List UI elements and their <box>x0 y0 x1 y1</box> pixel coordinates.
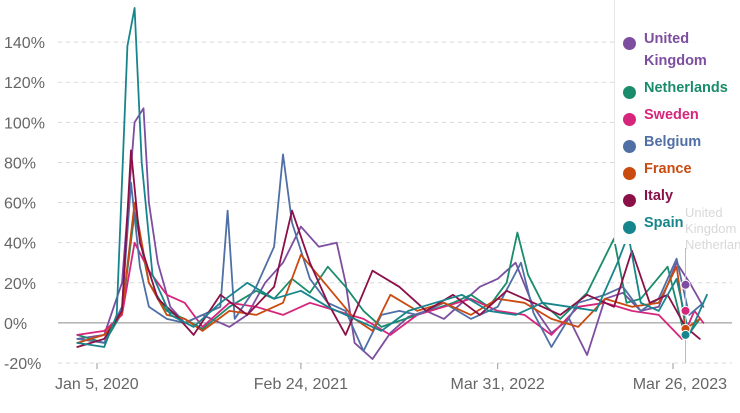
y-tick-label: 40% <box>4 236 36 253</box>
series-layer <box>76 7 708 360</box>
series-line-netherlands <box>76 211 701 344</box>
legend-item-sweden[interactable]: Sweden <box>623 104 740 126</box>
legend-item-italy[interactable]: Italy <box>623 185 740 207</box>
y-tick-label: 100% <box>4 115 45 132</box>
y-tick-label: 0% <box>4 316 27 333</box>
series-line-italy <box>76 149 701 348</box>
y-tick-label: 80% <box>4 155 36 172</box>
legend-dot-icon <box>623 140 636 153</box>
x-tick-label: Mar 31, 2022 <box>451 376 545 393</box>
legend-dot-icon <box>623 194 636 207</box>
x-tick-label: Mar 26, 2023 <box>633 376 727 393</box>
legend-dot-icon <box>623 86 636 99</box>
series-line-france <box>76 201 701 344</box>
legend-label: United Kingdom <box>644 31 707 69</box>
legend-dot-icon <box>623 113 636 126</box>
legend-item-belgium[interactable]: Belgium <box>623 131 740 153</box>
legend-dot-icon <box>623 167 636 180</box>
legend-item-netherlands[interactable]: Netherlands <box>623 77 740 99</box>
y-tick-label: 60% <box>4 196 36 213</box>
legend-item-spain[interactable]: Spain <box>623 212 740 234</box>
legend-dot-icon <box>623 37 636 50</box>
legend-item-france[interactable]: France <box>623 158 740 180</box>
hover-marker-spain <box>680 329 691 340</box>
y-tick-label: 20% <box>4 276 36 293</box>
y-tick-label: -20% <box>4 356 41 373</box>
hover-marker-sweden <box>680 305 691 316</box>
legend-dot-icon <box>623 221 636 234</box>
legend-label: Spain <box>644 215 684 231</box>
legend-label: Belgium <box>644 134 702 150</box>
legend-label: Italy <box>644 188 674 204</box>
marker-layer <box>680 248 691 363</box>
legend-label: Sweden <box>644 107 699 123</box>
legend-label: France <box>644 161 692 177</box>
series-line-sweden <box>76 241 705 340</box>
series-line-united-kingdom <box>76 107 705 360</box>
series-line-belgium <box>76 153 705 352</box>
grid-layer <box>58 41 732 364</box>
legend: United Kingdom Netherlands Sweden Belgium Fr… <box>614 0 740 244</box>
hover-tooltip-label: United Kingdom Netherlands <box>685 205 740 252</box>
hover-marker-united-kingdom <box>680 279 691 290</box>
x-tick-label: Feb 24, 2021 <box>254 376 348 393</box>
x-tick-label: Jan 5, 2020 <box>55 376 139 393</box>
legend-item-united-kingdom[interactable]: United Kingdom <box>623 28 740 72</box>
axis-layer: -20% 0% 20% 40% 60% 80% 100% 120% 140% Jan 5, 202… <box>4 35 727 393</box>
y-tick-label: 140% <box>4 35 45 52</box>
legend-label: Netherlands <box>644 80 728 96</box>
y-tick-label: 120% <box>4 75 45 92</box>
